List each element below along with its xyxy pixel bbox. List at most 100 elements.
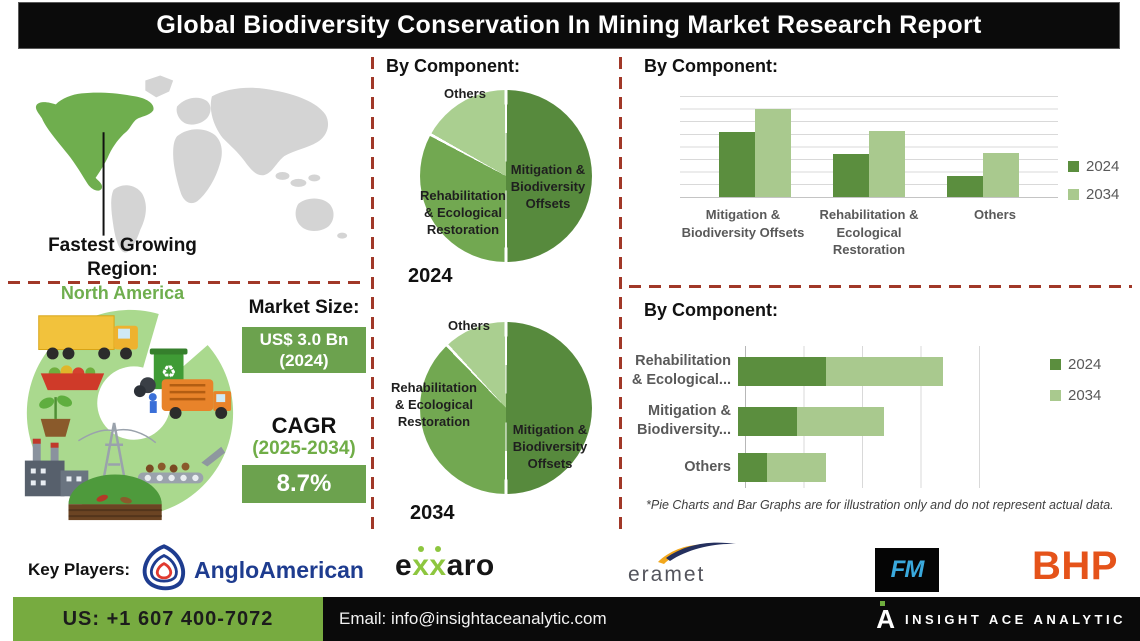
market-size-badge: US$ 3.0 Bn (2024) xyxy=(242,327,366,373)
pie-slice-label: Rehabilitation & Ecological Restoration xyxy=(391,380,477,429)
region-heading: Fastest Growing Region: xyxy=(48,235,197,280)
legend-swatch xyxy=(1068,189,1079,200)
legend-swatch xyxy=(1050,359,1061,370)
vertical-dashed-divider xyxy=(619,57,622,529)
plant-icon xyxy=(39,395,73,437)
pie-slice-label: Others xyxy=(448,318,490,333)
stacked-hbar-chart: Rehabilitation & Ecological... Mitigation… xyxy=(622,344,1002,492)
angloamerican-logo-text: AngloAmerican xyxy=(194,557,364,583)
bar-group xyxy=(719,96,791,197)
pie-year-label: 2034 xyxy=(410,502,455,524)
category-label: Mitigation & Biodiversity Offsets xyxy=(681,207,805,240)
hbar-rows: Rehabilitation & Ecological... Mitigation… xyxy=(622,346,1002,488)
svg-text:♻: ♻ xyxy=(161,362,176,381)
bar-2034 xyxy=(869,131,905,197)
market-size-value: US$ 3.0 Bn xyxy=(259,329,349,349)
angloamerican-logo-icon xyxy=(142,544,185,591)
bar-group xyxy=(833,96,905,197)
pie-charts-section: By Component: Others Mitigation & Biodiv… xyxy=(372,50,618,532)
exxaro-logo: exxaro xyxy=(395,549,495,583)
eco-illustration: ♻ xyxy=(24,303,234,521)
cagr-value: 8.7% xyxy=(276,470,332,497)
hbar-row: Others xyxy=(622,452,1002,482)
legend-swatch xyxy=(1068,161,1079,172)
email-address: Email: info@insightaceanalytic.com xyxy=(323,597,1140,641)
bar-2024 xyxy=(833,153,869,197)
biogas-dome-icon xyxy=(68,474,162,521)
insight-ace-analytic-brand: A INSIGHT ACE ANALYTIC xyxy=(876,597,1126,641)
freeport-mcmoran-logo: FM xyxy=(875,548,939,592)
hbar-segment-2024 xyxy=(738,452,768,482)
legend-label: 2034 xyxy=(1068,387,1102,404)
pylon-icon xyxy=(78,422,157,487)
legend-item: 2024 xyxy=(1068,158,1119,175)
hbar-track xyxy=(738,452,972,482)
pie-section-header: By Component: xyxy=(386,56,520,76)
hbar-category-label: Others xyxy=(684,458,731,475)
pie-year-label: 2024 xyxy=(408,265,453,287)
legend-item: 2024 xyxy=(1050,356,1101,373)
eramet-logo-text: eramet xyxy=(628,563,706,586)
hbar-section-header: By Component: xyxy=(644,300,778,320)
grouped-bar-chart xyxy=(680,96,1058,198)
legend-item: 2034 xyxy=(1050,387,1101,404)
pie-slice-label: Rehabilitation & Ecological Restoration xyxy=(420,188,506,237)
bar-charts-section: By Component: Mitigation & Biodiversity … xyxy=(622,50,1140,532)
bar-2024 xyxy=(719,132,755,197)
market-size-label: Market Size: xyxy=(248,297,360,318)
cagr-period: (2025-2034) xyxy=(252,438,356,459)
hbar-segment-2034 xyxy=(825,356,943,386)
exxaro-x: x xyxy=(429,549,447,582)
legend-swatch xyxy=(1050,390,1061,401)
horizontal-dashed-divider xyxy=(8,281,365,284)
hbar-track xyxy=(738,406,972,436)
brand-name: INSIGHT ACE ANALYTIC xyxy=(905,611,1126,627)
category-label: Others xyxy=(974,207,1016,222)
report-title: Global Biodiversity Conservation In Mini… xyxy=(18,2,1120,49)
exxaro-e: e xyxy=(395,549,413,582)
map-greenland xyxy=(145,75,174,98)
fastest-growing-region: Fastest Growing Region: North America xyxy=(15,234,230,304)
phone-number: US: +1 607 400-7072 xyxy=(13,597,323,641)
hbar-row: Mitigation & Biodiversity... xyxy=(622,402,1002,440)
garbage-truck-icon xyxy=(148,379,232,419)
bar-category-labels: Mitigation & Biodiversity Offsets Rehabil… xyxy=(680,206,1058,259)
horizontal-dashed-divider xyxy=(629,285,1132,288)
bar-group xyxy=(947,96,1019,197)
bar-2034 xyxy=(983,152,1019,197)
map-north-america-highlight xyxy=(35,92,154,191)
cagr-badge: 8.7% xyxy=(242,465,366,503)
hbar-segment-2034 xyxy=(796,406,885,436)
pie-slice-label: Mitigation & Biodiversity Offsets xyxy=(510,162,586,211)
hbar-category-label: Rehabilitation & Ecological... xyxy=(631,353,731,389)
bar-2024 xyxy=(947,175,983,197)
legend-label: 2034 xyxy=(1086,186,1120,203)
exxaro-x: x xyxy=(412,549,430,582)
cagr-label: CAGR xyxy=(271,413,337,438)
region-value: North America xyxy=(60,282,185,303)
conveyor-icon xyxy=(137,446,226,484)
bar-section-header: By Component: xyxy=(644,56,778,76)
hbar-segment-2034 xyxy=(767,452,826,482)
hbar-category-label: Mitigation & Biodiversity... xyxy=(636,403,731,439)
key-players-label: Key Players: xyxy=(28,560,131,579)
market-size-year: (2024) xyxy=(279,351,329,370)
fm-logo-text: FM xyxy=(890,556,925,583)
truck-icon xyxy=(38,315,138,360)
world-map xyxy=(35,75,348,253)
bhp-logo-text: BHP xyxy=(1032,544,1118,588)
pie-chart-2024 xyxy=(420,90,592,262)
bar-chart-legend: 2024 2034 xyxy=(1068,158,1119,203)
hbar-segment-2024 xyxy=(738,406,797,436)
category-label: Rehabilitation & Ecological Restoration xyxy=(819,207,919,258)
pie-chart-2034 xyxy=(420,322,592,494)
pie-slice-label: Mitigation & Biodiversity Offsets xyxy=(512,422,588,471)
vertical-dashed-divider xyxy=(371,57,374,529)
eramet-swoosh-icon xyxy=(658,542,736,564)
exxaro-aro: aro xyxy=(446,549,495,582)
hbar-row: Rehabilitation & Ecological... xyxy=(622,352,1002,390)
hbar-chart-legend: 2024 2034 xyxy=(1050,356,1101,404)
legend-item: 2034 xyxy=(1068,186,1119,203)
produce-icon xyxy=(40,365,105,391)
